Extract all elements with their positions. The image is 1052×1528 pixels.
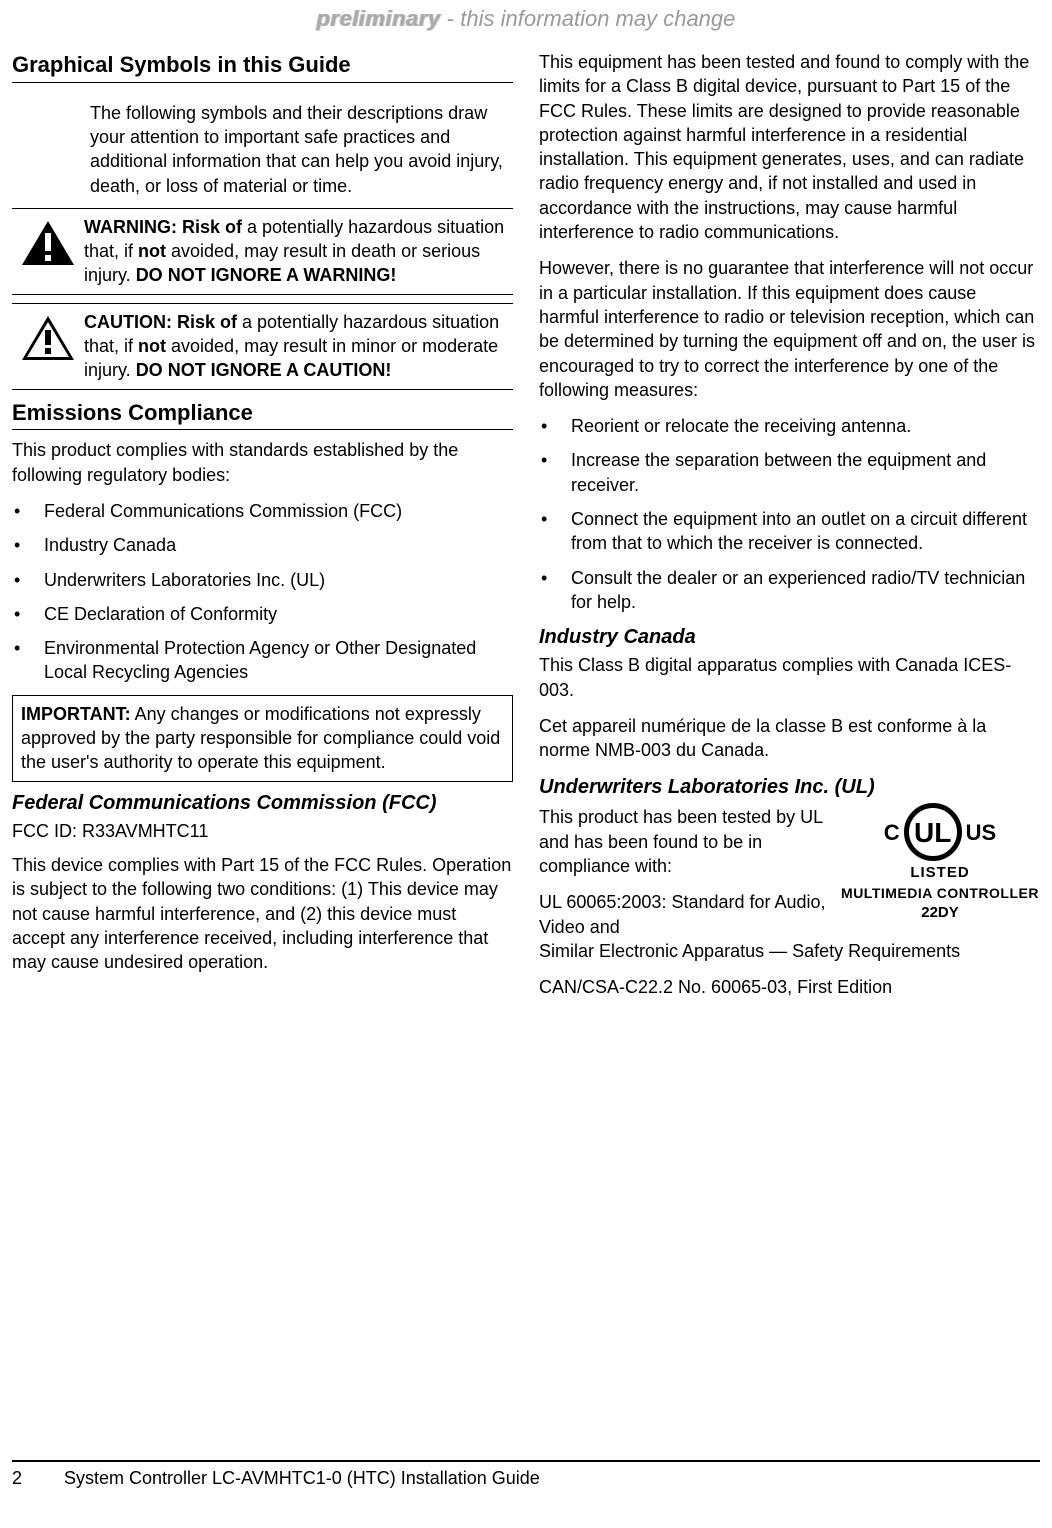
ul-standard-b: Similar Electronic Apparatus — Safety Re… xyxy=(539,939,1040,963)
page-number: 2 xyxy=(12,1468,64,1489)
list-item: •Reorient or relocate the receiving ante… xyxy=(539,414,1040,438)
list-item-text: Industry Canada xyxy=(44,533,513,557)
warning-text: WARNING: Risk of a potentially hazardous… xyxy=(84,215,513,288)
heading-industry-canada: Industry Canada xyxy=(539,624,1040,651)
right-column: This equipment has been tested and found… xyxy=(539,50,1040,1430)
ic-french: Cet appareil numérique de la classe B es… xyxy=(539,714,1040,763)
ul-logo: C UL US LISTED MULTIMEDIA CONTROLLER 22D… xyxy=(840,803,1040,922)
list-item: •CE Declaration of Conformity xyxy=(12,602,513,626)
list-item: •Consult the dealer or an experienced ra… xyxy=(539,566,1040,615)
banner-rest: this information may change xyxy=(454,6,735,31)
ic-english: This Class B digital apparatus complies … xyxy=(539,653,1040,702)
warning-callout: WARNING: Risk of a potentially hazardous… xyxy=(12,208,513,295)
preliminary-banner: preliminary - this information may chang… xyxy=(12,6,1040,32)
list-item: •Increase the separation between the equ… xyxy=(539,448,1040,497)
left-column: Graphical Symbols in this Guide The foll… xyxy=(12,50,513,1430)
warning-lead: WARNING: Risk of xyxy=(84,217,247,237)
warning-icon xyxy=(12,215,84,267)
emissions-intro: This product complies with standards est… xyxy=(12,438,513,487)
important-box: IMPORTANT: Any changes or modifications … xyxy=(12,695,513,782)
list-item-text: Federal Communications Commission (FCC) xyxy=(44,499,513,523)
list-item-text: Reorient or relocate the receiving anten… xyxy=(571,414,1040,438)
important-lead: IMPORTANT: xyxy=(21,704,131,724)
heading-emissions: Emissions Compliance xyxy=(12,398,513,431)
ul-mc: MULTIMEDIA CONTROLLER xyxy=(840,884,1040,903)
ul-text-block: This product has been tested by UL and h… xyxy=(539,803,826,938)
list-item: •Underwriters Laboratories Inc. (UL) xyxy=(12,568,513,592)
ul-code: 22DY xyxy=(840,903,1040,923)
list-item-text: CE Declaration of Conformity xyxy=(44,602,513,626)
ul-can-csa: CAN/CSA-C22.2 No. 60065-03, First Editio… xyxy=(539,975,1040,999)
caution-not: not xyxy=(138,336,166,356)
caution-tail: DO NOT IGNORE A CAUTION! xyxy=(136,360,392,380)
warning-tail: DO NOT IGNORE A WARNING! xyxy=(136,265,397,285)
caution-callout: CAUTION: Risk of a potentially hazardous… xyxy=(12,303,513,390)
fcc-tested-paragraph: This equipment has been tested and found… xyxy=(539,50,1040,244)
two-column-layout: Graphical Symbols in this Guide The foll… xyxy=(12,50,1040,1430)
fcc-however-paragraph: However, there is no guarantee that inte… xyxy=(539,256,1040,402)
caution-icon xyxy=(12,310,84,362)
heading-symbols: Graphical Symbols in this Guide xyxy=(12,50,513,83)
caution-lead: CAUTION: Risk of xyxy=(84,312,242,332)
page-footer: 2 System Controller LC-AVMHTC1-0 (HTC) I… xyxy=(12,1460,1040,1489)
ul-section: This product has been tested by UL and h… xyxy=(539,803,1040,938)
regulatory-list: •Federal Communications Commission (FCC)… xyxy=(12,499,513,685)
symbols-intro: The following symbols and their descript… xyxy=(90,101,513,198)
list-item: •Industry Canada xyxy=(12,533,513,557)
caution-text: CAUTION: Risk of a potentially hazardous… xyxy=(84,310,513,383)
ul-mark-icon: C UL US xyxy=(840,803,1040,861)
list-item-text: Environmental Protection Agency or Other… xyxy=(44,636,513,685)
list-item-text: Connect the equipment into an outlet on … xyxy=(571,507,1040,556)
list-item-text: Consult the dealer or an experienced rad… xyxy=(571,566,1040,615)
heading-fcc: Federal Communications Commission (FCC) xyxy=(12,790,513,817)
ul-standard-a: UL 60065:2003: Standard for Audio, Video… xyxy=(539,890,826,939)
ul-intro: This product has been tested by UL and h… xyxy=(539,805,826,878)
list-item: •Connect the equipment into an outlet on… xyxy=(539,507,1040,556)
heading-ul: Underwriters Laboratories Inc. (UL) xyxy=(539,774,1040,801)
list-item: •Federal Communications Commission (FCC) xyxy=(12,499,513,523)
ul-c: C xyxy=(884,818,900,848)
list-item: •Environmental Protection Agency or Othe… xyxy=(12,636,513,685)
list-item-text: Increase the separation between the equi… xyxy=(571,448,1040,497)
ul-listed: LISTED xyxy=(840,863,1040,883)
list-item-text: Underwriters Laboratories Inc. (UL) xyxy=(44,568,513,592)
warning-not: not xyxy=(138,241,166,261)
fcc-paragraph: This device complies with Part 15 of the… xyxy=(12,853,513,974)
fcc-id: FCC ID: R33AVMHTC11 xyxy=(12,819,513,843)
ul-us: US xyxy=(966,818,997,848)
document-page: preliminary - this information may chang… xyxy=(0,0,1052,1501)
footer-title: System Controller LC-AVMHTC1-0 (HTC) Ins… xyxy=(64,1468,540,1489)
banner-prelim: preliminary xyxy=(317,6,441,31)
ul-circle-icon: UL xyxy=(904,803,962,861)
measures-list: •Reorient or relocate the receiving ante… xyxy=(539,414,1040,614)
